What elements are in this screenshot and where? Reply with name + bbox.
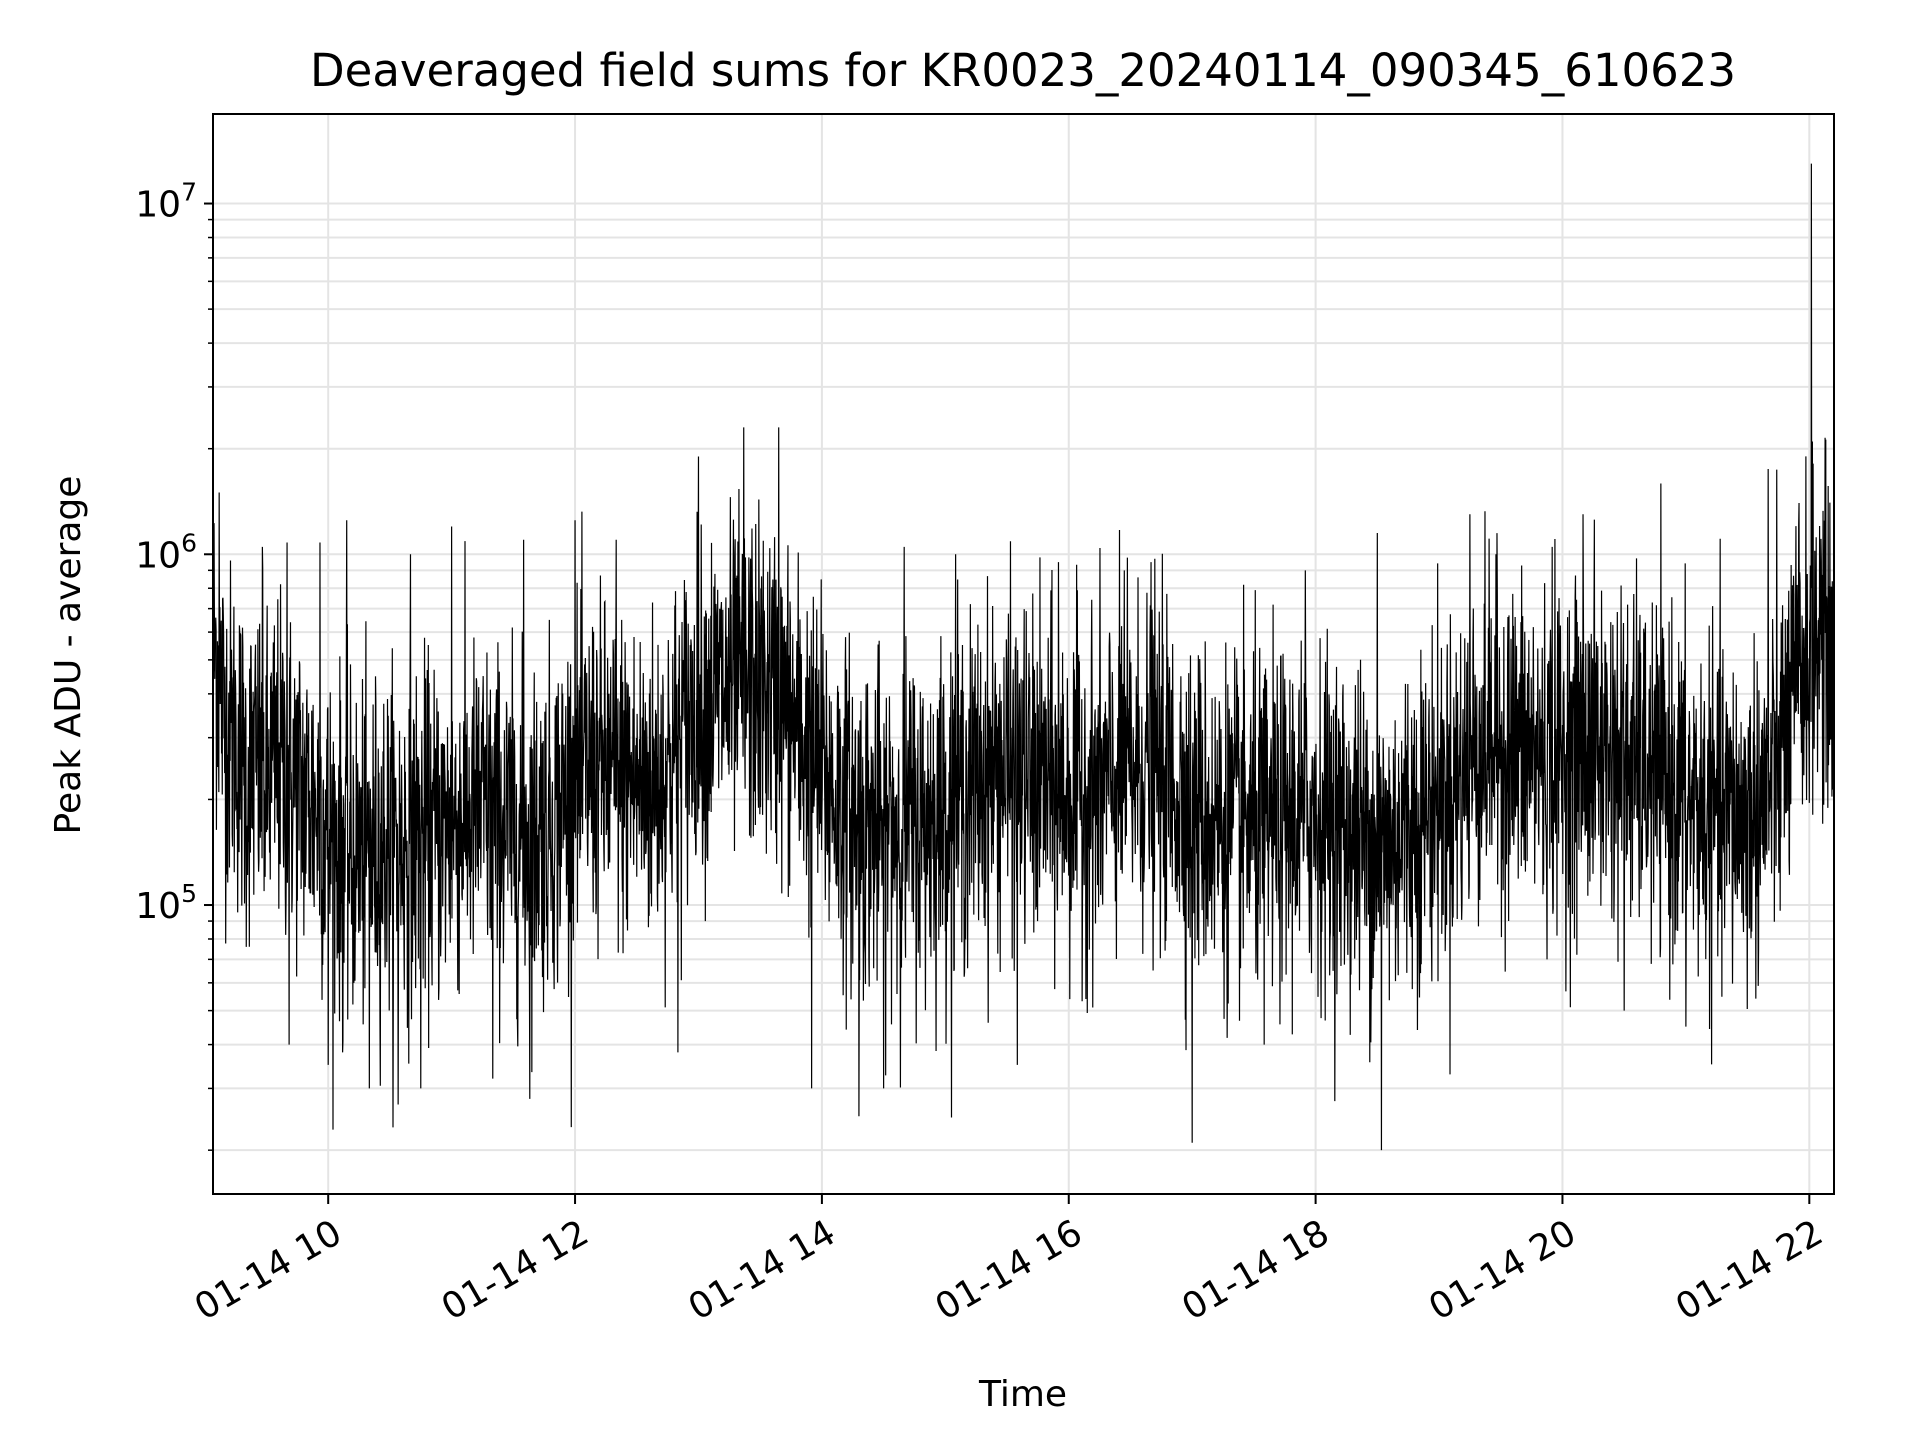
y-axis-label: Peak ADU - average <box>48 476 89 835</box>
y-axis: 105 106 107 <box>135 178 213 1151</box>
y-tick-label: 106 <box>135 528 197 576</box>
x-axis-label: Time <box>978 1374 1067 1415</box>
chart-title: Deaveraged field sums for KR0023_2024011… <box>310 44 1736 97</box>
plot-area-frame <box>212 113 1835 1195</box>
y-tick-label: 107 <box>135 178 197 226</box>
y-tick-label: 105 <box>135 879 197 927</box>
series-line <box>213 163 1834 1151</box>
series-lines <box>213 163 1834 1151</box>
